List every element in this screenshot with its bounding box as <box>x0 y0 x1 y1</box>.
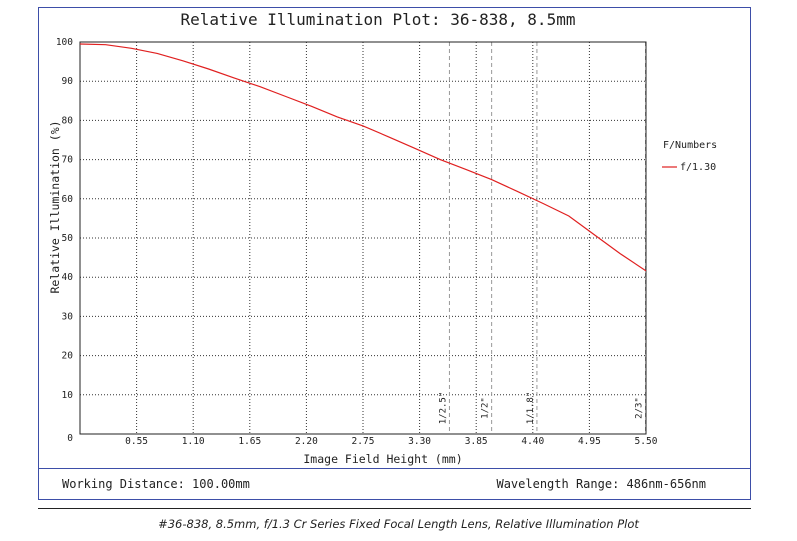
sensor-marker-label: 1/2.5" <box>438 392 448 425</box>
legend-title: F/Numbers <box>663 140 717 151</box>
y-tick-label: 20 <box>62 351 74 362</box>
x-tick-label: 2.75 <box>352 436 375 447</box>
relative-illumination-chart: Relative Illumination Plot: 36-838, 8.5m… <box>48 10 717 466</box>
y-tick-label: 10 <box>62 390 74 401</box>
x-tick-label: 0.55 <box>125 436 148 447</box>
sensor-marker-label: 1/2" <box>481 397 491 419</box>
y-tick-label: 90 <box>62 76 74 87</box>
x-tick-label: 2.20 <box>295 436 318 447</box>
figure-caption: #36-838, 8.5mm, f/1.3 Cr Series Fixed Fo… <box>158 517 639 531</box>
bottom-rule <box>38 508 751 509</box>
working-distance-text: Working Distance: 100.00mm <box>62 477 250 491</box>
x-tick-label: 3.85 <box>465 436 488 447</box>
wavelength-range-text: Wavelength Range: 486nm-656nm <box>496 477 706 491</box>
x-tick-label: 1.10 <box>182 436 205 447</box>
x-tick-label: 1.65 <box>238 436 261 447</box>
y-tick-label: 0 <box>67 433 73 444</box>
y-tick-label: 50 <box>62 233 74 244</box>
legend: F/Numbers f/1.30 <box>662 140 717 173</box>
x-tick-label: 3.30 <box>408 436 431 447</box>
sensor-marker-label: 1/1.8" <box>526 392 536 425</box>
series-lines <box>79 43 647 272</box>
y-tick-label: 30 <box>62 311 74 322</box>
y-tick-label: 70 <box>62 155 74 166</box>
x-tick-label: 5.50 <box>635 436 658 447</box>
legend-entry: f/1.30 <box>680 162 716 173</box>
y-axis-label: Relative Illumination (%) <box>48 120 62 293</box>
x-tick-label: 4.95 <box>578 436 601 447</box>
chart-title: Relative Illumination Plot: 36-838, 8.5m… <box>181 10 576 29</box>
grid <box>80 42 646 434</box>
y-tick-label: 40 <box>62 272 74 283</box>
series-line <box>79 43 647 272</box>
x-axis-label: Image Field Height (mm) <box>303 452 462 466</box>
footer-divider <box>38 468 751 469</box>
x-tick-label: 4.40 <box>521 436 544 447</box>
axis-ticks: 0.55 1.10 1.65 2.20 2.75 3.30 3.85 4.40 4.95 5.50… <box>56 37 658 447</box>
y-tick-label: 100 <box>56 37 73 48</box>
y-tick-label: 80 <box>62 115 74 126</box>
y-tick-label: 60 <box>62 194 74 205</box>
plot-area-border <box>79 41 647 435</box>
sensor-marker-label: 2/3" <box>635 397 645 419</box>
plot-frame <box>38 7 751 500</box>
